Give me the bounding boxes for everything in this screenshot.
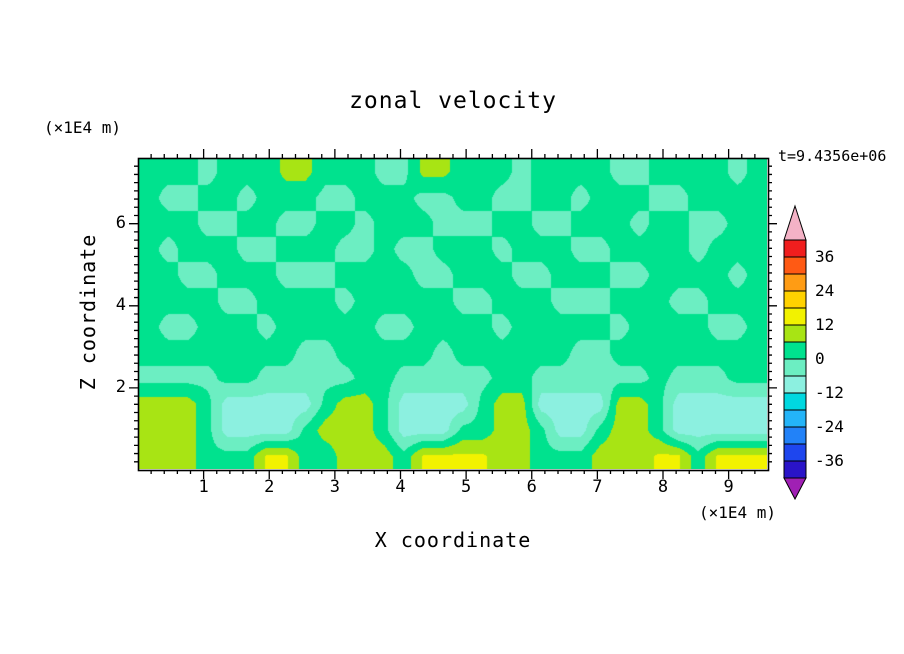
colorbar-arrow-down	[783, 477, 807, 501]
x-axis-unit-label: (×1E4 m)	[698, 503, 776, 522]
colorbar-segment	[783, 409, 807, 428]
x-tick-label: 3	[329, 477, 340, 497]
y-axis-label: Z coordinate	[76, 233, 100, 391]
colorbar-tick-label: -24	[815, 417, 844, 436]
colorbar-segment	[783, 307, 807, 326]
z-tick-label: 6	[115, 212, 126, 233]
colorbar-segment	[783, 324, 807, 343]
colorbar-tick-label: 36	[815, 247, 835, 266]
colorbar-tick-label: 12	[815, 315, 835, 334]
heatmap-field	[139, 159, 767, 469]
colorbar-segment	[783, 341, 807, 360]
colorbar-segment	[783, 392, 807, 411]
colorbar-segment	[783, 443, 807, 462]
colorbar-segment	[783, 290, 807, 309]
x-tick-label: 7	[592, 477, 603, 497]
colorbar-segment	[783, 273, 807, 292]
z-tick-label: 4	[115, 294, 126, 315]
colorbar-tick-label: -12	[815, 383, 844, 402]
x-tick-label: 8	[657, 477, 669, 497]
colorbar-tick-label: -36	[815, 451, 844, 470]
colorbar-segment	[783, 358, 807, 377]
colorbar-segment	[783, 375, 807, 394]
colorbar-segment	[783, 426, 807, 445]
colorbar-segment	[783, 460, 807, 479]
x-tick-label: 2	[264, 477, 275, 497]
colorbar-arrow-up	[783, 204, 807, 241]
time-label: t=9.4356e+06	[778, 147, 887, 165]
colorbar-tick-label: 24	[815, 281, 835, 300]
colorbar-tick-label: 0	[815, 349, 825, 368]
plot-title: zonal velocity	[349, 88, 557, 114]
z-tick-label: 2	[115, 376, 126, 397]
colorbar-segment	[783, 239, 807, 258]
z-axis-unit-label: (×1E4 m)	[44, 118, 122, 137]
colorbar-segment	[783, 256, 807, 275]
x-axis-label: X coordinate	[374, 528, 532, 552]
x-tick-label: 4	[395, 477, 406, 497]
x-tick-label: 1	[198, 477, 209, 497]
x-tick-label: 5	[461, 477, 472, 497]
x-tick-label: 9	[723, 477, 734, 497]
x-tick-label: 6	[526, 477, 537, 497]
